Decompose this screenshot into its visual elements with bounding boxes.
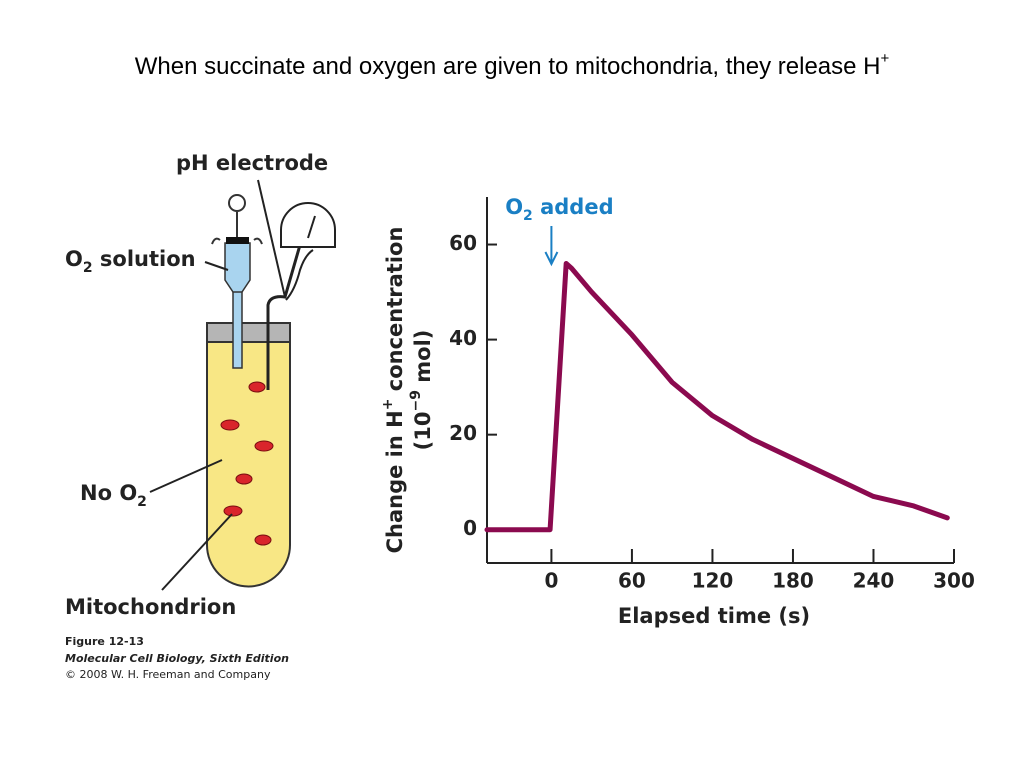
mitochondrion-label: Mitochondrion bbox=[65, 595, 236, 619]
label-text: O bbox=[65, 247, 83, 271]
x-axis-label: Elapsed time (s) bbox=[618, 604, 810, 628]
label-text: Change in H bbox=[383, 410, 407, 553]
electrode-label: pH electrode bbox=[176, 151, 328, 175]
label-sub: 2 bbox=[137, 494, 147, 510]
y-tick-label: 40 bbox=[449, 326, 477, 350]
annotation: O2 added bbox=[505, 195, 613, 224]
x-tick-label: 120 bbox=[692, 569, 734, 593]
label-text: added bbox=[533, 195, 614, 219]
label-sup: −9 bbox=[408, 390, 424, 411]
label-sup: + bbox=[380, 399, 396, 411]
caption: Molecular Cell Biology, Sixth Edition bbox=[65, 652, 289, 665]
label-text: solution bbox=[93, 247, 196, 271]
x-tick-label: 240 bbox=[853, 569, 895, 593]
title-sup: + bbox=[881, 50, 890, 67]
label-sub: 2 bbox=[83, 260, 93, 276]
title-text: When succinate and oxygen are given to m… bbox=[135, 53, 881, 80]
label-text: O bbox=[505, 195, 523, 219]
no-o2-label: No O2 bbox=[80, 481, 147, 510]
o2-solution-label: O2 solution bbox=[65, 247, 196, 276]
y-tick-label: 0 bbox=[463, 516, 477, 540]
label-text: (10 bbox=[411, 412, 435, 451]
y-tick-label: 20 bbox=[449, 421, 477, 445]
x-tick-label: 0 bbox=[544, 569, 558, 593]
apparatus bbox=[149, 179, 336, 591]
y-axis-label: Change in H+ concentration bbox=[380, 227, 407, 554]
x-tick-label: 60 bbox=[618, 569, 646, 593]
x-tick-label: 180 bbox=[772, 569, 814, 593]
caption: Figure 12-13 bbox=[65, 635, 144, 648]
label-sub: 2 bbox=[523, 208, 533, 224]
data-line bbox=[484, 261, 950, 533]
y-axis-label: (10−9 mol) bbox=[408, 330, 435, 451]
y-tick-label: 60 bbox=[449, 231, 477, 255]
label-text: mol) bbox=[411, 330, 435, 390]
label-text: concentration bbox=[383, 227, 407, 399]
annotation-arrow bbox=[544, 226, 559, 267]
caption: © 2008 W. H. Freeman and Company bbox=[65, 668, 271, 681]
x-tick-label: 300 bbox=[933, 569, 975, 593]
label-text: No O bbox=[80, 481, 137, 505]
slide-title: When succinate and oxygen are given to m… bbox=[135, 50, 890, 80]
